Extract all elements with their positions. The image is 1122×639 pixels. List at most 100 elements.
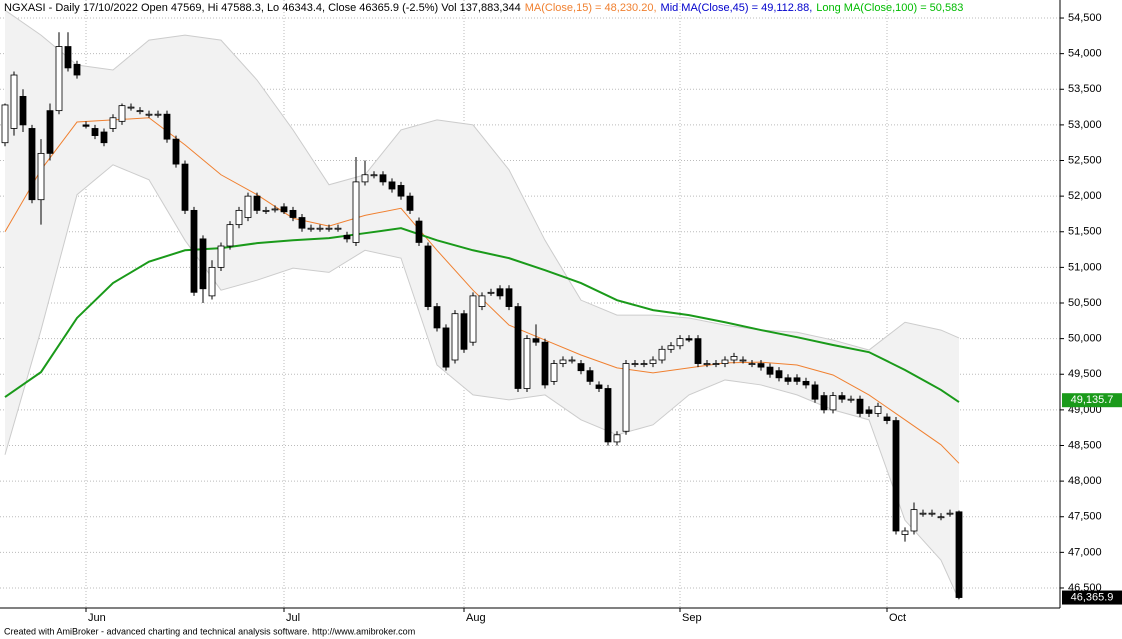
x-tick-label: Jul — [286, 612, 300, 624]
candle-body — [361, 174, 369, 183]
candle-body — [235, 209, 243, 226]
candle-body — [127, 106, 135, 109]
candle-body — [19, 95, 27, 126]
candle-body — [307, 227, 315, 230]
candle-body — [82, 124, 90, 127]
candle-body — [181, 163, 189, 211]
candle-body — [631, 363, 639, 365]
candle-body — [667, 345, 675, 350]
candle-body — [208, 266, 216, 297]
candle-body — [757, 363, 765, 368]
x-tick-label: Aug — [466, 612, 486, 624]
candle-body — [136, 110, 144, 113]
x-tick-label: Oct — [889, 612, 906, 624]
candle-body — [1, 104, 9, 144]
candle-body — [199, 238, 207, 290]
band-upper — [4, 9, 960, 351]
candle-body — [397, 185, 405, 197]
candle-body — [811, 384, 819, 400]
candle-body — [217, 245, 225, 268]
candle-body — [946, 512, 954, 515]
candle-body — [505, 288, 513, 307]
candle-body — [892, 420, 900, 532]
candle-body — [226, 224, 234, 247]
candle-body — [271, 208, 279, 211]
candle-body — [559, 359, 567, 364]
candle-body — [595, 384, 603, 389]
y-tick-label: 49,500 — [1068, 368, 1102, 380]
candle-body — [262, 209, 270, 212]
x-tick-label: Sep — [682, 612, 702, 624]
candle-body — [334, 227, 342, 230]
candle-body — [712, 363, 720, 365]
y-tick-label: 47,000 — [1068, 546, 1102, 558]
candle-body — [28, 128, 36, 201]
y-tick-label: 51,000 — [1068, 261, 1102, 273]
candle-body — [379, 174, 387, 183]
y-tick-label: 52,000 — [1068, 190, 1102, 202]
candle-body — [622, 363, 630, 432]
candle-body — [658, 348, 666, 361]
candle-body — [343, 234, 351, 240]
last-value-badge — [1062, 393, 1122, 408]
y-tick-label: 52,500 — [1068, 154, 1102, 166]
candle-body — [685, 338, 693, 341]
candle-body — [676, 338, 684, 347]
candle-body — [910, 509, 918, 532]
y-tick-label: 51,500 — [1068, 226, 1102, 238]
ma-long-line — [4, 227, 960, 403]
candle-body — [748, 363, 756, 365]
candle-body — [298, 217, 306, 229]
y-tick-label: 53,000 — [1068, 119, 1102, 131]
candle-body — [163, 113, 171, 140]
candle-body — [64, 46, 72, 69]
candle-body — [451, 313, 459, 361]
candle-body — [469, 295, 477, 343]
x-tick-label: Jun — [88, 612, 106, 624]
candle-body — [829, 395, 837, 411]
header: NGXASI - Daily 17/10/2022 Open 47569, Hi… — [4, 2, 963, 14]
candle-body — [325, 227, 333, 230]
candle-body — [703, 363, 711, 365]
candle-body — [775, 370, 783, 379]
candle-body — [442, 327, 450, 368]
header-title: NGXASI - Daily 17/10/2022 Open 47569, Hi… — [4, 2, 521, 14]
candle-body — [316, 227, 324, 230]
candle-body — [604, 388, 612, 443]
candle-body — [55, 46, 63, 112]
last-value-badge — [1062, 590, 1122, 605]
candle-body — [640, 363, 648, 365]
candle-body — [721, 359, 729, 364]
candle-body — [91, 128, 99, 136]
candle-body — [838, 395, 846, 400]
last-value-label: 49,135.7 — [1071, 394, 1114, 406]
candle-body — [874, 405, 882, 414]
candle-body — [73, 63, 81, 76]
candle-body — [613, 434, 621, 443]
y-tick-label: 47,500 — [1068, 511, 1102, 523]
candle-body — [541, 341, 549, 386]
candle-body — [460, 313, 468, 350]
candle-body — [487, 291, 495, 294]
candle-body — [514, 306, 522, 389]
candle-body — [865, 409, 873, 414]
candle-body — [370, 174, 378, 177]
candle-body — [523, 338, 531, 389]
candle-body — [100, 131, 108, 144]
candle-body — [10, 74, 18, 129]
candle-body — [766, 366, 774, 375]
candle-body — [496, 288, 504, 297]
y-tick-label: 54,500 — [1068, 12, 1102, 24]
y-tick-label: 48,500 — [1068, 439, 1102, 451]
candle-body — [253, 195, 261, 211]
candle-body — [289, 209, 297, 218]
footer: Created with AmiBroker - advanced charti… — [4, 626, 415, 636]
candle-body — [937, 516, 945, 519]
candle-body — [802, 380, 810, 386]
header-item: Long MA(Close,100) = 50,583 — [816, 2, 963, 14]
candle-body — [820, 395, 828, 411]
y-tick-label: 54,000 — [1068, 48, 1102, 60]
candle-body — [46, 110, 54, 154]
candle-body — [433, 306, 441, 329]
